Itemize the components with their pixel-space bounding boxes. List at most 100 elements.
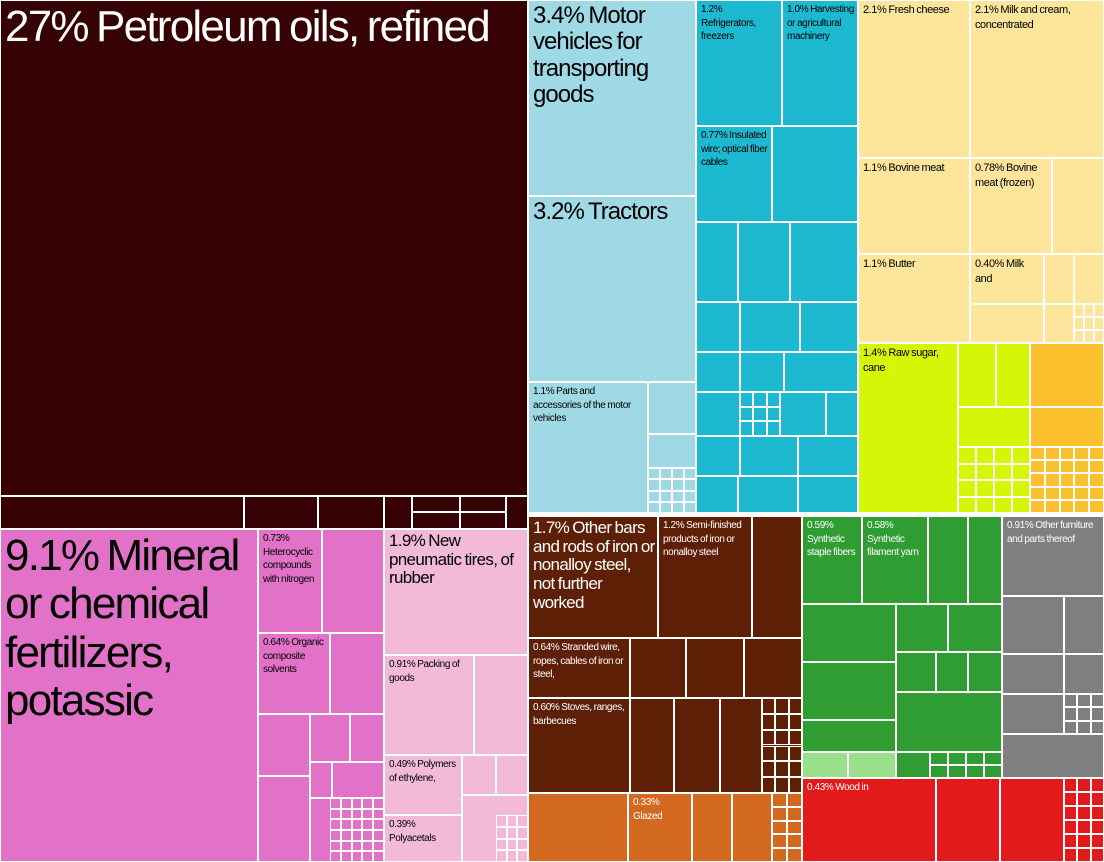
treemap-tile-unlabelled <box>528 793 628 862</box>
treemap-tile-unlabelled <box>674 698 720 793</box>
treemap-tile-tiny <box>1030 447 1045 461</box>
treemap-tile-pneumatic-tires: 1.9% New pneumatic tires, of rubber <box>384 529 528 655</box>
treemap-tile-tiny <box>373 830 384 841</box>
treemap-tile-unlabelled <box>802 604 896 662</box>
treemap-tile-tiny <box>506 815 518 827</box>
treemap-tile-tiny <box>1074 317 1084 330</box>
tile-label: 0.43% Wood in <box>807 782 869 793</box>
treemap-tile-tiny <box>775 777 789 793</box>
treemap-tile-tiny <box>775 761 789 778</box>
tile-label: 2.1% Fresh cheese <box>863 4 950 16</box>
treemap-tile-milk-and: 0.40% Milk and <box>970 254 1044 304</box>
treemap-tile-tiny <box>948 765 966 778</box>
treemap-tile-insulated-wire: 0.77% Insulated wire; optical fiber cabl… <box>696 126 772 222</box>
tile-label: 0.78% Bovine meat (frozen) <box>975 162 1038 189</box>
treemap-tile-tiny <box>775 698 789 714</box>
treemap-tile-tiny <box>1089 499 1104 513</box>
treemap-tile-tiny <box>1077 778 1091 792</box>
tile-label: 0.59% Synthetic staple fibers <box>807 520 856 558</box>
treemap-tile-unlabelled <box>936 778 1000 862</box>
tile-label: 0.73% Heterocyclic compounds with nitrog… <box>263 533 314 585</box>
treemap-tile-tiny <box>340 808 352 820</box>
treemap-tile-synthetic-filament: 0.58% Synthetic filament yarn <box>862 516 928 604</box>
tile-label: 1.9% New pneumatic tires, of rubber <box>389 531 514 588</box>
treemap-tile-stoves: 0.60% Stoves, ranges, barbecues <box>528 698 630 793</box>
treemap-tile-tiny <box>1074 304 1084 317</box>
treemap-tile-tiny <box>753 406 767 422</box>
treemap-tile-tiny <box>1059 447 1075 461</box>
treemap-tile-unlabelled <box>0 496 244 529</box>
treemap-tile-tiny <box>330 851 341 862</box>
treemap-tile-tiny <box>787 806 802 821</box>
treemap-tile-tiny <box>994 447 1012 464</box>
tile-label: 9.1% Mineral or chemical fertilizers, po… <box>5 531 240 726</box>
treemap-tile-tiny <box>753 392 767 407</box>
tile-label: 0.49% Polymers of ethylene, <box>389 759 456 784</box>
treemap-tile-tiny <box>672 501 684 513</box>
treemap-tile-tiny <box>1064 707 1078 721</box>
treemap-tile-tiny <box>1059 460 1075 474</box>
tile-label: 0.60% Stoves, ranges, barbecues <box>533 702 625 727</box>
treemap-tile-stranded-wire: 0.64% Stranded wire, ropes, cables of ir… <box>528 638 630 698</box>
treemap-tile-unlabelled <box>780 392 826 436</box>
treemap-tile-tiny <box>1077 820 1091 834</box>
treemap-tile-tiny <box>966 752 984 765</box>
treemap-tile-unlabelled <box>896 692 1002 752</box>
treemap-tile-tiny <box>496 838 507 851</box>
tile-label: 2.1% Milk and cream, concentrated <box>975 4 1071 31</box>
treemap-tile-tiny <box>506 838 518 851</box>
treemap-tile-unlabelled <box>970 304 1044 343</box>
treemap-tile-tiny <box>787 834 802 849</box>
treemap-tile-tiny <box>788 761 802 778</box>
treemap-tile-unlabelled <box>784 352 858 392</box>
treemap-tile-tiny <box>1089 447 1104 461</box>
treemap-tile-tiny <box>340 798 352 809</box>
treemap-tile-unlabelled <box>318 496 384 529</box>
treemap-tile-tiny <box>1064 694 1078 708</box>
treemap-tile-tiny <box>340 830 352 841</box>
treemap-tile-tiny <box>1064 848 1078 862</box>
treemap-tile-tiny <box>958 496 976 513</box>
treemap-tile-tiny <box>351 819 363 830</box>
treemap-tile-semi-finished-iron: 1.2% Semi-finished products of iron or n… <box>658 516 752 638</box>
treemap-tile-tiny <box>994 463 1012 480</box>
treemap-tile-tiny <box>1044 460 1060 474</box>
treemap-tile-unlabelled <box>744 638 802 698</box>
treemap-tile-tiny <box>772 793 787 807</box>
treemap-tile-parts-motor-vehicles: 1.1% Parts and accessories of the motor … <box>528 382 648 513</box>
tile-label: 1.0% Harvesting or agricultural machiner… <box>787 4 854 42</box>
treemap-tile-fertilizers: 9.1% Mineral or chemical fertilizers, po… <box>0 529 258 862</box>
treemap-tile-unlabelled <box>460 512 506 529</box>
treemap-tile-tiny <box>660 479 672 491</box>
tile-label: 0.91% Other furniture and parts thereof <box>1007 520 1094 545</box>
treemap-tile-unlabelled <box>720 698 762 793</box>
treemap-tile-unlabelled <box>896 652 936 692</box>
treemap-tile-bovine-meat-frozen: 0.78% Bovine meat (frozen) <box>970 158 1052 254</box>
treemap-tile-tiny <box>373 851 384 862</box>
treemap-tile-unlabelled <box>948 604 1002 652</box>
treemap-tile-tiny <box>1077 707 1091 721</box>
treemap-tile-unlabelled <box>496 755 528 795</box>
treemap-tile-tiny <box>660 468 672 480</box>
treemap-tile-refrigerators: 1.2% Refrigerators, freezers <box>696 0 782 126</box>
treemap-tile-tiny <box>1090 694 1104 708</box>
treemap-tile-tiny <box>684 490 696 502</box>
treemap-tile-tiny <box>340 840 352 852</box>
treemap-tile-tiny <box>1012 447 1030 464</box>
tile-label: 1.2% Semi-finished products of iron or n… <box>663 520 742 558</box>
treemap-tile-tiny <box>1077 694 1091 708</box>
treemap-tile-tiny <box>1044 447 1060 461</box>
treemap-tile-unlabelled <box>1002 654 1064 694</box>
treemap-tile-tiny <box>762 761 776 778</box>
treemap-tile-tiny <box>1030 460 1045 474</box>
treemap-tile-tiny <box>1030 499 1045 513</box>
treemap-tile-tiny <box>766 392 780 407</box>
treemap-tile-tiny <box>1090 806 1104 820</box>
treemap-tile-packing-goods: 0.91% Packing of goods <box>384 655 474 755</box>
treemap-tile-unlabelled <box>692 793 732 862</box>
treemap-tile-tiny <box>766 406 780 422</box>
treemap-tile-tractors: 3.2% Tractors <box>528 196 696 382</box>
treemap-tile-tiny <box>976 447 994 464</box>
treemap-tile-tiny <box>1064 806 1078 820</box>
treemap-tile-tiny <box>340 851 352 862</box>
